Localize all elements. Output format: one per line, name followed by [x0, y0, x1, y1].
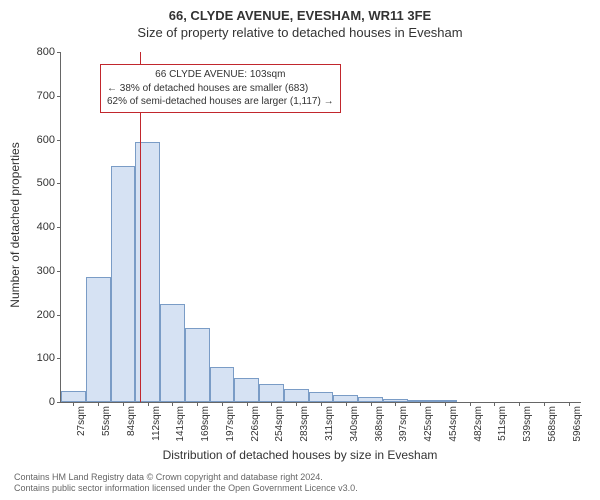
x-tick-mark — [296, 402, 297, 406]
x-tick-label: 340sqm — [349, 406, 360, 442]
histogram-bar — [210, 367, 235, 402]
x-tick-mark — [73, 402, 74, 406]
y-tick-mark — [57, 271, 61, 272]
histogram-bar — [86, 277, 111, 402]
y-tick-mark — [57, 402, 61, 403]
x-tick-label: 482sqm — [473, 406, 484, 442]
y-tick-label: 200 — [25, 309, 55, 321]
x-tick-mark — [494, 402, 495, 406]
histogram-bar — [185, 328, 210, 402]
x-tick-label: 283sqm — [299, 406, 310, 442]
x-tick-mark — [519, 402, 520, 406]
x-tick-mark — [569, 402, 570, 406]
chart-title-sub: Size of property relative to detached ho… — [0, 23, 600, 46]
histogram-bar — [111, 166, 136, 402]
footer-line-2: Contains public sector information licen… — [14, 483, 358, 494]
footer-attribution: Contains HM Land Registry data © Crown c… — [14, 472, 358, 495]
x-tick-label: 141sqm — [175, 406, 186, 442]
x-tick-label: 27sqm — [76, 406, 87, 436]
x-tick-label: 197sqm — [225, 406, 236, 442]
x-tick-mark — [321, 402, 322, 406]
chart-plot-area: 010020030040050060070080027sqm55sqm84sqm… — [60, 52, 580, 402]
histogram-bar — [259, 384, 284, 402]
x-tick-mark — [148, 402, 149, 406]
histogram-bar — [309, 392, 334, 402]
y-tick-mark — [57, 358, 61, 359]
histogram-bar — [234, 378, 259, 402]
annotation-line-1: 66 CLYDE AVENUE: 103sqm — [107, 68, 334, 82]
annotation-line-2: ← 38% of detached houses are smaller (68… — [107, 82, 334, 96]
y-tick-mark — [57, 315, 61, 316]
x-tick-mark — [544, 402, 545, 406]
x-tick-mark — [395, 402, 396, 406]
annotation-box: 66 CLYDE AVENUE: 103sqm ← 38% of detache… — [100, 64, 341, 113]
x-tick-mark — [222, 402, 223, 406]
x-tick-mark — [346, 402, 347, 406]
x-tick-label: 511sqm — [497, 406, 508, 441]
chart-title-main: 66, CLYDE AVENUE, EVESHAM, WR11 3FE — [0, 0, 600, 23]
y-tick-label: 700 — [25, 90, 55, 102]
x-tick-label: 397sqm — [398, 406, 409, 442]
x-tick-mark — [420, 402, 421, 406]
y-tick-label: 800 — [25, 46, 55, 58]
y-tick-label: 300 — [25, 265, 55, 277]
x-tick-label: 55sqm — [101, 406, 112, 436]
y-tick-label: 600 — [25, 134, 55, 146]
x-tick-label: 454sqm — [448, 406, 459, 442]
y-tick-mark — [57, 183, 61, 184]
x-tick-mark — [470, 402, 471, 406]
y-tick-mark — [57, 140, 61, 141]
histogram-bar — [160, 304, 185, 402]
x-tick-label: 368sqm — [374, 406, 385, 442]
x-tick-label: 84sqm — [126, 406, 137, 436]
x-tick-label: 425sqm — [423, 406, 434, 442]
x-tick-label: 254sqm — [274, 406, 285, 442]
x-tick-mark — [271, 402, 272, 406]
footer-line-1: Contains HM Land Registry data © Crown c… — [14, 472, 358, 483]
y-tick-label: 500 — [25, 177, 55, 189]
x-tick-label: 169sqm — [200, 406, 211, 442]
x-tick-mark — [197, 402, 198, 406]
annotation-line-3: 62% of semi-detached houses are larger (… — [107, 95, 334, 109]
y-tick-label: 0 — [25, 396, 55, 408]
y-tick-mark — [57, 227, 61, 228]
x-tick-mark — [247, 402, 248, 406]
x-tick-mark — [371, 402, 372, 406]
histogram-bar — [61, 391, 86, 402]
y-tick-label: 400 — [25, 221, 55, 233]
x-tick-label: 226sqm — [250, 406, 261, 442]
histogram-bar — [284, 389, 309, 402]
y-tick-mark — [57, 96, 61, 97]
x-axis-label: Distribution of detached houses by size … — [0, 448, 600, 462]
x-tick-label: 568sqm — [547, 406, 558, 442]
x-tick-label: 539sqm — [522, 406, 533, 442]
x-tick-mark — [172, 402, 173, 406]
x-tick-mark — [445, 402, 446, 406]
x-tick-mark — [98, 402, 99, 406]
y-axis-label: Number of detached properties — [8, 142, 22, 307]
y-tick-label: 100 — [25, 352, 55, 364]
x-tick-mark — [123, 402, 124, 406]
x-tick-label: 112sqm — [151, 406, 162, 441]
x-tick-label: 596sqm — [572, 406, 583, 442]
y-tick-mark — [57, 52, 61, 53]
x-tick-label: 311sqm — [324, 406, 335, 441]
